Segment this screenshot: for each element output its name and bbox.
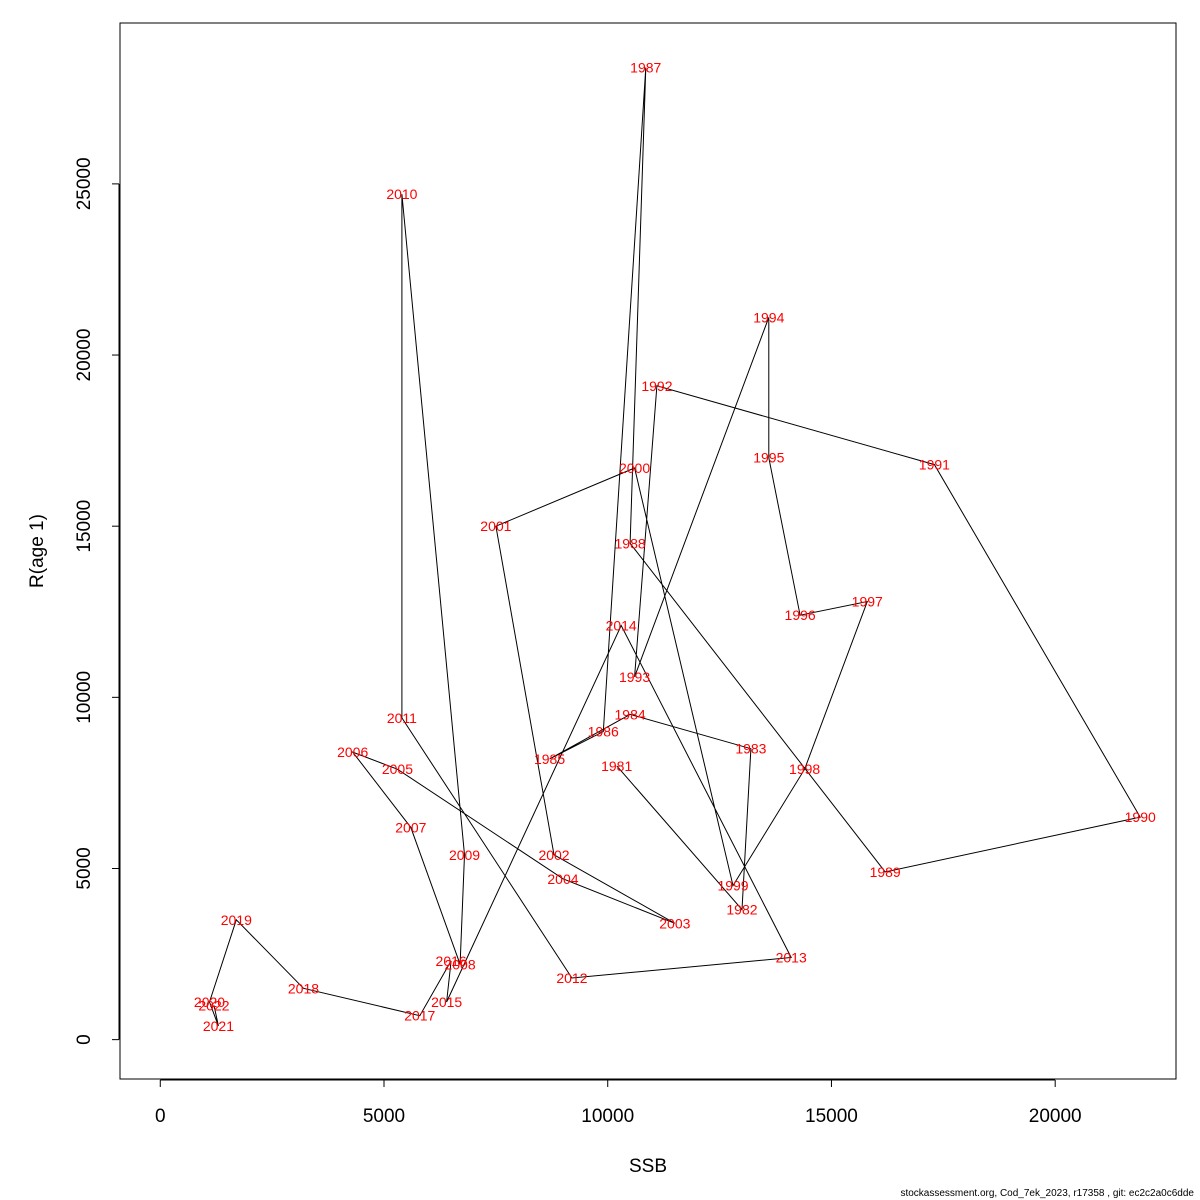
x-tick-label: 20000: [1029, 1106, 1082, 1127]
y-tick-label: 25000: [74, 157, 95, 210]
x-tick-label: 10000: [581, 1106, 634, 1127]
year-label: 1982: [726, 902, 757, 918]
year-label: 2012: [556, 970, 587, 986]
year-label: 2002: [538, 847, 569, 863]
series-line: [210, 68, 1141, 1026]
y-tick-label: 0: [74, 1034, 95, 1045]
sr-chart: 0 5000 10000 15000 20000 0 5000 10000 15000 2000…: [0, 0, 1200, 1200]
year-label: 1985: [534, 751, 565, 767]
year-label: 1997: [852, 593, 883, 609]
y-tick-label: 15000: [74, 500, 95, 553]
year-label: 2014: [606, 617, 637, 633]
x-tick-label: 0: [155, 1106, 166, 1127]
year-label: 2022: [198, 997, 229, 1013]
year-label: 1994: [753, 309, 784, 325]
year-label: 2006: [337, 744, 368, 760]
year-label: 2000: [619, 460, 650, 476]
year-label: 2015: [431, 994, 462, 1010]
year-label: 1991: [919, 457, 950, 473]
y-tick-label: 5000: [74, 847, 95, 889]
year-label: 1986: [588, 724, 619, 740]
year-label: 1989: [870, 864, 901, 880]
year-label: 2007: [395, 819, 426, 835]
year-label: 2017: [404, 1008, 435, 1024]
year-label: 1996: [785, 607, 816, 623]
x-tick-label: 15000: [805, 1106, 858, 1127]
year-label: 1987: [630, 59, 661, 75]
x-axis-title: SSB: [629, 1156, 667, 1177]
y-axis-title: R(age 1): [27, 514, 48, 588]
year-label: 2016: [436, 953, 467, 969]
year-label: 1998: [789, 761, 820, 777]
year-label: 1984: [615, 706, 646, 722]
year-label: 1983: [735, 741, 766, 757]
year-label: 1990: [1125, 809, 1156, 825]
x-tick-label: 5000: [363, 1106, 405, 1127]
year-label: 2004: [547, 871, 578, 887]
y-tick-label: 10000: [74, 671, 95, 724]
year-label: 2005: [382, 761, 413, 777]
year-label: 1992: [641, 378, 672, 394]
year-label: 2019: [221, 912, 252, 928]
year-label: 2003: [659, 915, 690, 931]
year-label: 1988: [615, 535, 646, 551]
year-labels: 1981 1982 1983 1984 1985 1986 1987 1988 1989 1990…: [194, 59, 1156, 1033]
year-label: 2021: [203, 1018, 234, 1034]
year-label: 1981: [601, 758, 632, 774]
year-label: 2013: [776, 949, 807, 965]
year-label: 2010: [386, 186, 417, 202]
y-axis: 0 5000 10000 15000 20000 25000: [74, 157, 119, 1044]
year-label: 1995: [753, 450, 784, 466]
year-label: 1999: [717, 878, 748, 894]
year-label: 2009: [449, 847, 480, 863]
year-label: 2018: [288, 980, 319, 996]
year-label: 2001: [480, 518, 511, 534]
year-label: 2011: [387, 710, 417, 726]
recruitment-path: [210, 68, 1141, 1026]
footer-note: stockassessment.org, Cod_7ek_2023, r1735…: [900, 1188, 1194, 1199]
plot-frame: [120, 23, 1176, 1079]
year-label: 1993: [619, 669, 650, 685]
x-axis: 0 5000 10000 15000 20000: [155, 1080, 1082, 1127]
y-tick-label: 20000: [74, 329, 95, 382]
